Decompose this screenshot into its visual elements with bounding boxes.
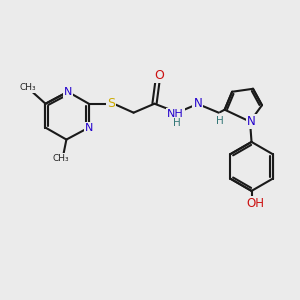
Text: H: H bbox=[173, 118, 181, 128]
Text: S: S bbox=[107, 97, 115, 110]
Text: N: N bbox=[247, 115, 256, 128]
Text: CH₃: CH₃ bbox=[52, 154, 69, 163]
Text: NH: NH bbox=[167, 109, 184, 119]
Text: N: N bbox=[64, 87, 72, 97]
Text: OH: OH bbox=[246, 197, 264, 210]
Text: N: N bbox=[85, 123, 93, 133]
Text: N: N bbox=[194, 97, 202, 110]
Text: CH₃: CH₃ bbox=[19, 83, 36, 92]
Text: H: H bbox=[216, 116, 224, 126]
Text: O: O bbox=[154, 69, 164, 82]
